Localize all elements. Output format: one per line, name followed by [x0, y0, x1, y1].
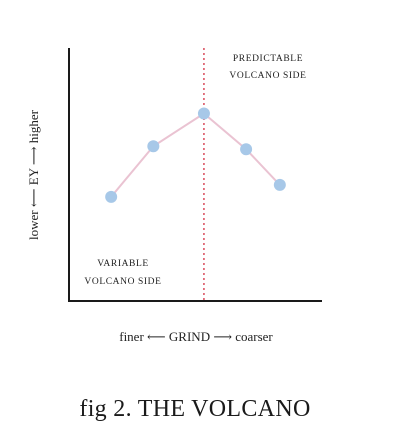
y-axis-label: lower ⟵ EY ⟶ higher: [26, 109, 41, 240]
data-point-1: [105, 190, 118, 203]
figure-caption: fig 2. THE VOLCANO: [79, 396, 310, 422]
series-line: [110, 112, 281, 198]
data-point-2: [147, 140, 160, 153]
left-region-label-line-1: VARIABLE: [97, 259, 149, 269]
data-point-4: [240, 143, 253, 156]
right-region-label-line-2: VOLCANO SIDE: [229, 71, 306, 81]
left-region-label-line-2: VOLCANO SIDE: [84, 277, 161, 287]
right-region-label-line-1: PREDICTABLE: [233, 54, 303, 64]
data-point-5: [273, 178, 286, 191]
x-axis-label: finer ⟵ GRIND ⟶ coarser: [119, 329, 273, 344]
data-point-3: [197, 107, 210, 120]
data-points: [105, 107, 286, 203]
chart-axes: [68, 48, 322, 302]
